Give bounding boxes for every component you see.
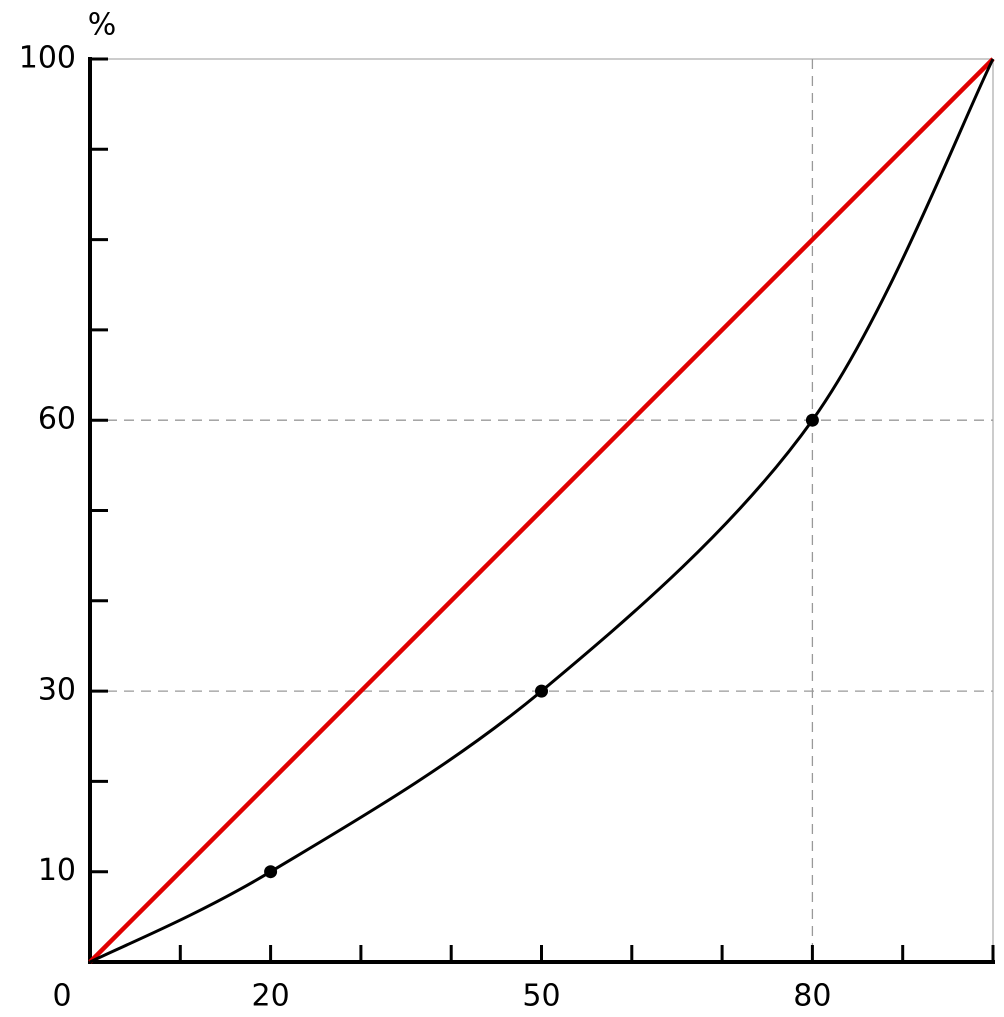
y-tick-label: 10 [38,853,76,888]
y-tick-label: 30 [38,673,76,708]
y-tick-label: 100 [19,41,76,76]
point [535,684,548,698]
point [264,865,278,879]
x-tick-label: 0 [52,979,71,1014]
x-tick-label: 20 [252,979,290,1014]
point [805,413,819,427]
x-tick-label: 50 [522,979,560,1014]
equality-line [88,57,995,964]
y-axis-label: % [88,8,117,43]
y-tick-label: 60 [38,402,76,437]
lorenz-curve [89,58,995,964]
x-tick-label: 80 [793,979,831,1014]
